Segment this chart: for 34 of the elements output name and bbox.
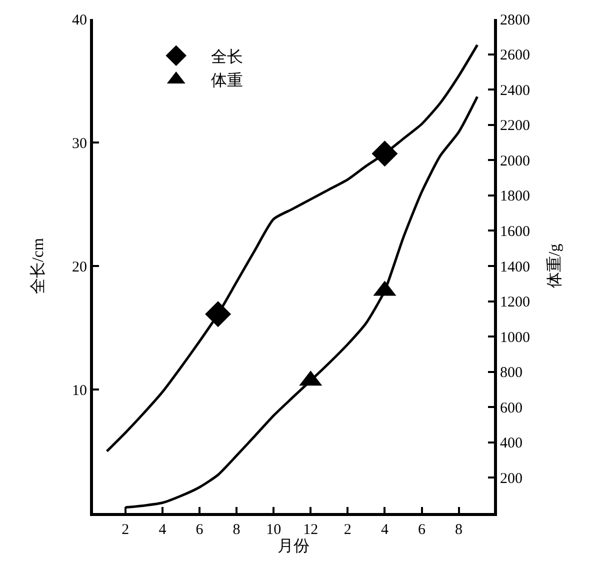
- y2-tick-label: 1800: [500, 188, 530, 205]
- y2-tick-label: 400: [500, 436, 522, 452]
- y-tick-label: 30: [72, 136, 87, 152]
- y2-tick-label: 1200: [500, 294, 530, 311]
- y2-axis-title: 体重/g: [546, 244, 564, 288]
- x-tick-label: 10: [266, 522, 282, 538]
- y2-tick-label: 800: [500, 365, 522, 382]
- x-tick-label: 6: [418, 522, 426, 538]
- y-tick-label: 20: [72, 259, 87, 276]
- y2-tick-label: 2600: [500, 48, 530, 64]
- y2-tick-label: 200: [500, 470, 522, 487]
- y2-tick-label: 1600: [500, 224, 530, 240]
- y2-tick-label: 2000: [500, 153, 530, 170]
- legend-label: 体重: [211, 72, 244, 90]
- y2-tick-label: 1000: [500, 330, 530, 346]
- y-tick-label: 10: [72, 382, 87, 399]
- y2-tick-label: 2800: [500, 12, 530, 28]
- y-tick-label: 40: [72, 12, 87, 28]
- x-tick-label: 4: [380, 522, 389, 538]
- line-series: [106, 44, 479, 452]
- y2-tick-label: 600: [500, 400, 522, 416]
- y2-tick-label: 2400: [500, 82, 530, 99]
- x-tick-label: 8: [455, 522, 463, 538]
- x-tick-label: 6: [196, 522, 204, 538]
- legend-label: 全长: [211, 48, 244, 66]
- x-tick-label: 12: [303, 522, 318, 538]
- y-axis-title: 全长/cm: [28, 237, 47, 294]
- x-tick-label: 2: [122, 522, 130, 538]
- x-axis-title: 月份: [278, 538, 310, 555]
- x-tick-label: 4: [158, 522, 167, 538]
- x-tick-label: 8: [232, 522, 240, 538]
- x-tick-label: 2: [344, 522, 352, 538]
- y2-tick-label: 2200: [500, 118, 530, 134]
- y2-tick-label: 1400: [500, 259, 530, 276]
